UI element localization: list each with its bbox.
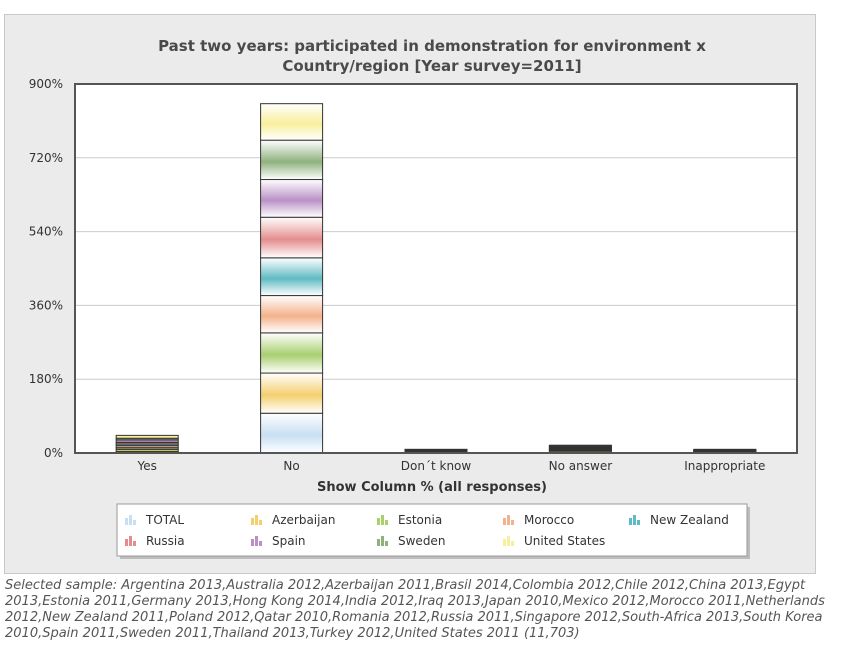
y-tick-label: 180% xyxy=(29,372,63,386)
y-tick-label: 360% xyxy=(29,298,63,312)
legend: TOTAL Azerbaijan Estonia Morocco New Zealand… xyxy=(116,503,750,559)
legend-label: Estonia xyxy=(398,513,442,527)
x-tick-label: No xyxy=(283,459,299,473)
bar-segment xyxy=(260,412,324,454)
x-tick-label: Inappropriate xyxy=(684,459,765,473)
bar-segment xyxy=(693,448,757,451)
selected-sample-note: Selected sample: Argentina 2013,Australi… xyxy=(5,578,825,641)
plot-frame xyxy=(74,83,798,454)
bar-chart-icon xyxy=(503,515,514,525)
plot-background xyxy=(75,84,797,453)
legend-item: United States xyxy=(503,534,605,548)
legend-item: Estonia xyxy=(377,513,442,527)
legend-label: United States xyxy=(524,534,605,548)
bar-segment xyxy=(115,434,179,439)
legend-label: Sweden xyxy=(398,534,445,548)
chart-title-line-2: Country/region [Year survey=2011] xyxy=(282,57,581,75)
bar-segment xyxy=(260,257,324,297)
bar-segment xyxy=(260,139,324,181)
legend-label: Russia xyxy=(146,534,185,548)
bar-segment xyxy=(260,103,324,141)
x-tick-label: Don´t know xyxy=(401,459,472,473)
bar-chart-icon xyxy=(629,515,640,525)
bar-chart-icon xyxy=(251,515,262,525)
legend-item: Azerbaijan xyxy=(251,513,335,527)
bar-segment xyxy=(260,216,324,259)
legend-label: New Zealand xyxy=(650,513,729,527)
y-tick-label: 720% xyxy=(29,151,63,165)
legend-item: TOTAL xyxy=(125,513,184,527)
legend-item: Russia xyxy=(125,534,185,548)
bars xyxy=(115,103,757,454)
legend-label: Azerbaijan xyxy=(272,513,335,527)
bar-segment xyxy=(404,448,468,451)
bar-segment xyxy=(260,179,324,218)
bar-chart-icon xyxy=(377,536,388,546)
bar-segment xyxy=(260,332,324,374)
legend-item: Spain xyxy=(251,534,306,548)
legend-label: Spain xyxy=(272,534,306,548)
bar-chart-icon xyxy=(377,515,388,525)
x-tick-label: Yes xyxy=(137,459,157,473)
chart-svg: Past two years: participated in demonstr… xyxy=(29,37,798,559)
x-tick-label: No answer xyxy=(549,459,613,473)
bar-chart-icon xyxy=(125,515,136,525)
x-axis-label: Show Column % (all responses) xyxy=(317,480,547,495)
bar-chart-icon xyxy=(125,536,136,546)
legend-item: Morocco xyxy=(503,513,574,527)
legend-label: Morocco xyxy=(524,513,574,527)
legend-item: Sweden xyxy=(377,534,445,548)
bar-segment xyxy=(260,372,324,414)
legend-item: New Zealand xyxy=(629,513,729,527)
grid-lines xyxy=(75,157,797,380)
bar-segment xyxy=(260,295,324,334)
legend-box xyxy=(116,503,748,557)
legend-items: TOTAL Azerbaijan Estonia Morocco New Zealand… xyxy=(125,513,729,548)
y-tick-label: 540% xyxy=(29,225,63,239)
bar-chart-icon xyxy=(503,536,514,546)
chart-panel: Past two years: participated in demonstr… xyxy=(4,14,816,574)
y-tick-label: 900% xyxy=(29,77,63,91)
legend-label: TOTAL xyxy=(145,513,184,527)
bar-segment xyxy=(548,444,612,447)
y-axis-ticks: 0% 180% 360% 540% 720% 900% xyxy=(29,77,63,460)
x-axis-ticks: Yes No Don´t know No answer Inappropriate xyxy=(137,459,766,473)
y-tick-label: 0% xyxy=(44,446,63,460)
bar-chart-icon xyxy=(251,536,262,546)
chart-title-line-1: Past two years: participated in demonstr… xyxy=(158,37,706,55)
